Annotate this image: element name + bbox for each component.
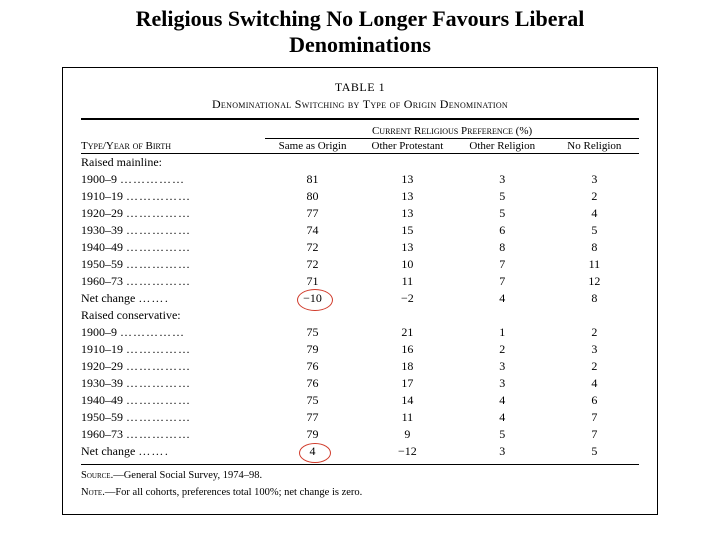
cell-value: 11 bbox=[550, 256, 639, 273]
table-row: Net change ……………4−1235 bbox=[81, 443, 639, 460]
cell-value: 4 bbox=[550, 375, 639, 392]
table-row: 1920–29 ……………771354 bbox=[81, 205, 639, 222]
cell-value: 10 bbox=[360, 256, 455, 273]
cell-value: −2 bbox=[360, 290, 455, 307]
table-row: 1950–59 ……………7210711 bbox=[81, 256, 639, 273]
cell-value: 8 bbox=[455, 239, 550, 256]
cell-value: 81 bbox=[265, 171, 360, 188]
table-source: Source.—General Social Survey, 1974–98. bbox=[81, 469, 639, 483]
cell-value: 11 bbox=[360, 409, 455, 426]
cell-value: 3 bbox=[455, 443, 550, 460]
cell-value: 2 bbox=[550, 188, 639, 205]
cell-value: 71 bbox=[265, 273, 360, 290]
cell-value: 5 bbox=[550, 443, 639, 460]
table-row: 1940–49 ……………721388 bbox=[81, 239, 639, 256]
cell-value: 7 bbox=[550, 426, 639, 443]
section-heading: Raised mainline: bbox=[81, 154, 639, 171]
table-row: 1940–49 ……………751446 bbox=[81, 392, 639, 409]
cell-value: 2 bbox=[550, 324, 639, 341]
cell-value: 18 bbox=[360, 358, 455, 375]
col-head: No Religion bbox=[550, 138, 639, 153]
cell-value: 76 bbox=[265, 375, 360, 392]
cell-value: 7 bbox=[455, 273, 550, 290]
cell-value: 5 bbox=[455, 426, 550, 443]
table-label: TABLE 1 bbox=[81, 80, 639, 95]
cell-value: 6 bbox=[550, 392, 639, 409]
table-container: TABLE 1 Denominational Switching by Type… bbox=[62, 67, 658, 515]
cell-value: 77 bbox=[265, 205, 360, 222]
cell-value: 4 bbox=[265, 443, 360, 460]
cell-value: 21 bbox=[360, 324, 455, 341]
cell-value: 13 bbox=[360, 188, 455, 205]
rule-top-double bbox=[81, 118, 639, 120]
table-row: 1960–73 ……………79957 bbox=[81, 426, 639, 443]
cell-value: 5 bbox=[550, 222, 639, 239]
table-body: Raised mainline:1900–9 ……………8113331910–1… bbox=[81, 153, 639, 460]
table-note: Note.—For all cohorts, preferences total… bbox=[81, 486, 639, 500]
table-row: 1920–29 ……………761832 bbox=[81, 358, 639, 375]
table-row: 1900–9 ……………811333 bbox=[81, 171, 639, 188]
cell-value: 3 bbox=[550, 341, 639, 358]
cell-value: 8 bbox=[550, 290, 639, 307]
cell-value: 7 bbox=[455, 256, 550, 273]
cell-value: 75 bbox=[265, 324, 360, 341]
data-table: Current Religious Preference (%) Type/Ye… bbox=[81, 124, 639, 460]
cell-value: 74 bbox=[265, 222, 360, 239]
cell-value: 8 bbox=[550, 239, 639, 256]
cell-value: −12 bbox=[360, 443, 455, 460]
table-row: 1900–9 ……………752112 bbox=[81, 324, 639, 341]
cell-value: 6 bbox=[455, 222, 550, 239]
rule-bottom bbox=[81, 464, 639, 465]
cell-value: 3 bbox=[455, 171, 550, 188]
cell-value: 72 bbox=[265, 239, 360, 256]
table-row: 1960–73 ……………7111712 bbox=[81, 273, 639, 290]
cell-value: 2 bbox=[550, 358, 639, 375]
cell-value: 15 bbox=[360, 222, 455, 239]
table-row: 1910–19 ……………791623 bbox=[81, 341, 639, 358]
table-caption: Denominational Switching by Type of Orig… bbox=[81, 97, 639, 112]
cell-value: 14 bbox=[360, 392, 455, 409]
section-heading: Raised conservative: bbox=[81, 307, 639, 324]
stub-heading: Type/Year of Birth bbox=[81, 138, 265, 153]
cell-value: 17 bbox=[360, 375, 455, 392]
cell-value: 5 bbox=[455, 188, 550, 205]
cell-value: 75 bbox=[265, 392, 360, 409]
cell-value: 80 bbox=[265, 188, 360, 205]
cell-value: 3 bbox=[455, 358, 550, 375]
page-title: Religious Switching No Longer Favours Li… bbox=[0, 0, 720, 63]
col-head: Other Protestant bbox=[360, 138, 455, 153]
cell-value: 13 bbox=[360, 205, 455, 222]
table-row: 1930–39 ……………741565 bbox=[81, 222, 639, 239]
cell-value: 13 bbox=[360, 171, 455, 188]
cell-value: 4 bbox=[455, 392, 550, 409]
cell-value: 16 bbox=[360, 341, 455, 358]
cell-value: 4 bbox=[455, 409, 550, 426]
cell-value: 76 bbox=[265, 358, 360, 375]
cell-value: 3 bbox=[455, 375, 550, 392]
cell-value: 72 bbox=[265, 256, 360, 273]
cell-value: 4 bbox=[455, 290, 550, 307]
cell-value: 3 bbox=[550, 171, 639, 188]
table-row: 1950–59 ……………771147 bbox=[81, 409, 639, 426]
cell-value: 2 bbox=[455, 341, 550, 358]
cell-value: 1 bbox=[455, 324, 550, 341]
cell-value: 9 bbox=[360, 426, 455, 443]
cell-value: 77 bbox=[265, 409, 360, 426]
cell-value: 11 bbox=[360, 273, 455, 290]
table-row: 1910–19 ……………801352 bbox=[81, 188, 639, 205]
cell-value: 4 bbox=[550, 205, 639, 222]
column-spanner: Current Religious Preference (%) bbox=[265, 124, 639, 139]
table-row: 1930–39 ……………761734 bbox=[81, 375, 639, 392]
col-head: Same as Origin bbox=[265, 138, 360, 153]
cell-value: −10 bbox=[265, 290, 360, 307]
cell-value: 7 bbox=[550, 409, 639, 426]
col-head: Other Religion bbox=[455, 138, 550, 153]
cell-value: 79 bbox=[265, 426, 360, 443]
cell-value: 5 bbox=[455, 205, 550, 222]
table-row: Net change ……………−10−248 bbox=[81, 290, 639, 307]
cell-value: 79 bbox=[265, 341, 360, 358]
cell-value: 12 bbox=[550, 273, 639, 290]
cell-value: 13 bbox=[360, 239, 455, 256]
